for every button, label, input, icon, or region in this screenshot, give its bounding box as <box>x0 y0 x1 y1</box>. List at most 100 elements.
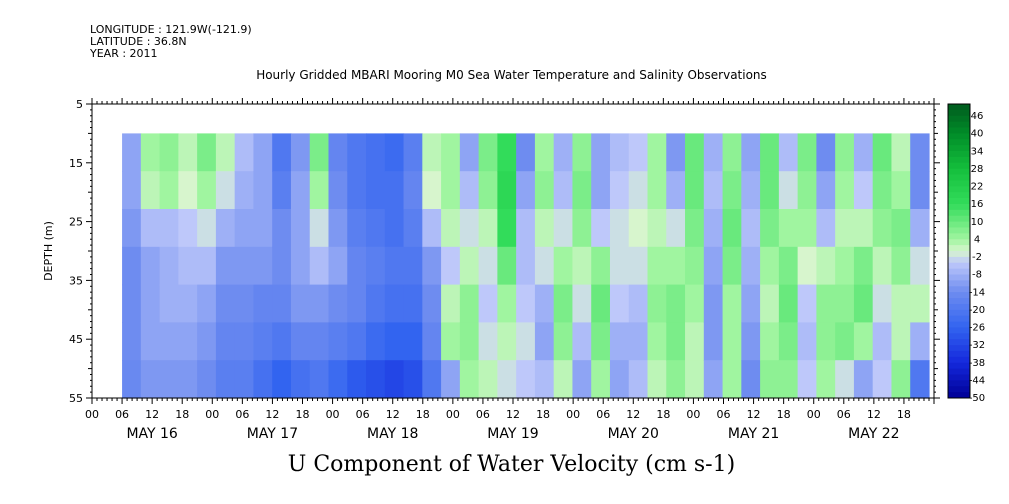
heatmap-cell <box>666 209 686 248</box>
colorbar-swatch <box>948 233 970 240</box>
heatmap-cell <box>215 209 236 248</box>
x-day-label: MAY 20 <box>608 426 659 442</box>
heatmap-cell <box>309 284 330 323</box>
heatmap-cell <box>403 284 423 323</box>
heatmap-cell <box>628 171 649 210</box>
x-tick-label: 12 <box>867 408 881 421</box>
heatmap-cell <box>816 171 836 210</box>
heatmap-cell <box>159 171 179 210</box>
colorbar-swatch <box>948 168 970 175</box>
x-tick-label: 00 <box>686 408 700 421</box>
heatmap-cell <box>628 284 649 323</box>
x-tick-label: 12 <box>626 408 640 421</box>
x-tick-label: 06 <box>235 408 249 421</box>
heatmap-cell <box>328 246 348 286</box>
colorbar-swatch <box>948 345 970 352</box>
heatmap-cell <box>534 360 555 399</box>
heatmap-cell <box>328 171 348 210</box>
heatmap-cell <box>422 209 442 248</box>
heatmap-cell <box>553 284 574 323</box>
colorbar-swatch <box>948 109 970 117</box>
heatmap-cell <box>872 360 893 399</box>
x-day-label: MAY 17 <box>247 426 298 442</box>
heatmap-cell <box>403 209 423 248</box>
heatmap-cell <box>140 171 161 210</box>
heatmap-cell <box>910 360 930 399</box>
x-tick-label: 00 <box>85 408 99 421</box>
heatmap-cell <box>234 246 255 286</box>
heatmap-cell <box>685 246 705 286</box>
heatmap-cell <box>403 360 423 399</box>
heatmap-cell <box>703 284 724 323</box>
heatmap-cell <box>347 209 367 248</box>
heatmap-cell <box>666 284 686 323</box>
heatmap-cell <box>159 133 179 172</box>
colorbar-label: 10 <box>971 217 984 228</box>
heatmap-cell <box>685 171 705 210</box>
heatmap-cell <box>178 171 198 210</box>
longitude-label: LONGITUDE : 121.9W(-121.9) <box>90 23 252 36</box>
heatmap-cell <box>853 322 874 361</box>
heatmap-cell <box>328 322 348 361</box>
heatmap-cell <box>553 360 574 399</box>
heatmap-cell <box>122 322 142 361</box>
colorbar-label: 4 <box>974 234 980 245</box>
heatmap-cell <box>647 133 667 172</box>
heatmap-cell <box>422 284 442 323</box>
heatmap-cell <box>290 284 311 323</box>
heatmap-cell <box>459 284 480 323</box>
heatmap-cell <box>534 246 555 286</box>
heatmap-cell <box>497 322 517 361</box>
heatmap-cell <box>441 360 461 399</box>
heatmap-cell <box>609 133 630 172</box>
heatmap-cell <box>703 133 724 172</box>
heatmap-cell <box>272 284 292 323</box>
heatmap-cell <box>816 246 836 286</box>
heatmap-cell <box>609 360 630 399</box>
heatmap-cell <box>591 209 611 248</box>
colorbar-swatch <box>948 239 970 246</box>
heatmap-cell <box>778 284 799 323</box>
colorbar-label: -20 <box>969 305 985 316</box>
x-tick-label: 18 <box>656 408 670 421</box>
heatmap-cell <box>178 322 198 361</box>
heatmap-cell <box>778 171 799 210</box>
heatmap-cell <box>497 246 517 286</box>
heatmap-cell <box>647 209 667 248</box>
heatmap-cell <box>516 322 536 361</box>
heatmap-cell <box>215 171 236 210</box>
heatmap-cell <box>553 171 574 210</box>
heatmap-cell <box>872 284 893 323</box>
colorbar-swatch <box>948 245 970 252</box>
heatmap-cell <box>366 209 386 248</box>
heatmap-cell <box>516 360 536 399</box>
heatmap-cell <box>891 246 911 286</box>
heatmap-cell <box>797 246 817 286</box>
heatmap-cell <box>685 284 705 323</box>
heatmap-cell <box>197 171 217 210</box>
heatmap-cell <box>215 284 236 323</box>
heatmap-cell <box>197 209 217 248</box>
colorbar-label: -38 <box>969 358 985 369</box>
heatmap-cell <box>666 133 686 172</box>
heatmap-cell <box>872 133 893 172</box>
heatmap-cell <box>122 171 142 210</box>
x-tick-label: 00 <box>205 408 219 421</box>
heatmap-cell <box>816 133 836 172</box>
heatmap-cell <box>797 322 817 361</box>
colorbar-label: 40 <box>971 129 984 140</box>
heatmap-cell <box>215 360 236 399</box>
heatmap-cell <box>722 284 742 323</box>
heatmap-cell <box>384 284 405 323</box>
heatmap-cell <box>666 322 686 361</box>
heatmap-cell <box>328 284 348 323</box>
variable-title: U Component of Water Velocity (cm s-1) <box>287 452 736 477</box>
heatmap-cell <box>853 246 874 286</box>
colorbar-swatch <box>948 268 970 275</box>
colorbar-swatch <box>948 121 970 128</box>
heatmap-cell <box>140 322 161 361</box>
heatmap-cell <box>835 133 855 172</box>
heatmap-cell <box>722 322 742 361</box>
colorbar-label: 46 <box>971 111 984 122</box>
x-day-label: MAY 16 <box>126 426 177 442</box>
